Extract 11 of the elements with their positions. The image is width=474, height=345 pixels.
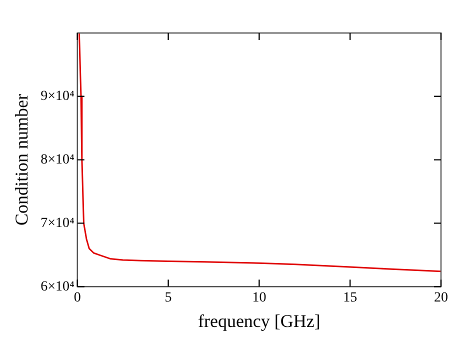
x-tick-label: 5 bbox=[164, 290, 172, 306]
y-tick-label: 6×10⁴ bbox=[40, 279, 74, 294]
x-tick-label: 20 bbox=[434, 290, 448, 306]
y-tick-label: 8×10⁴ bbox=[40, 152, 74, 168]
y-tick-label: 9×10⁴ bbox=[40, 89, 74, 104]
x-tick-label: 10 bbox=[252, 290, 266, 306]
x-tick-label: 0 bbox=[74, 290, 81, 306]
x-axis-title: frequency [GHz] bbox=[198, 310, 320, 331]
y-axis-title: Condition number bbox=[12, 94, 32, 226]
x-tick-label: 15 bbox=[343, 290, 358, 306]
y-tick-label: 7×10⁴ bbox=[40, 216, 74, 231]
